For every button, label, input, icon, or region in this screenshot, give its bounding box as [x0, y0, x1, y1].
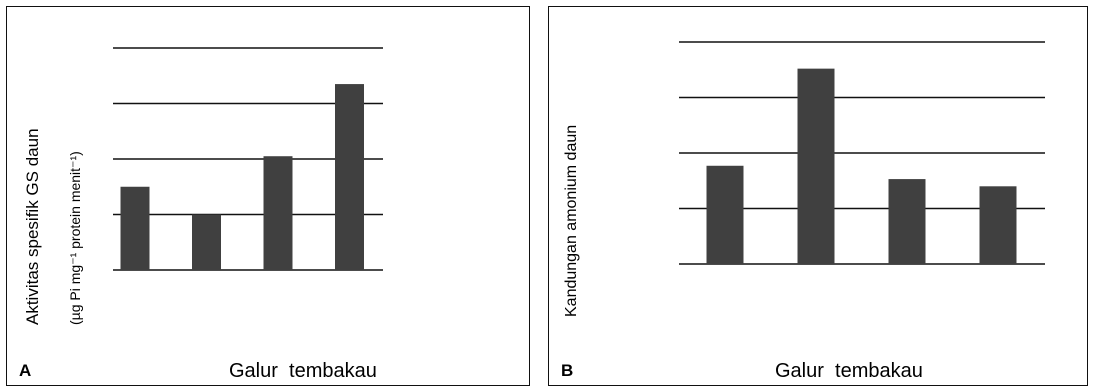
chart-a-ylabel: Aktivitas spesifik GS daun [23, 128, 42, 325]
chart-a-ylabel-units: (µg Pi mg⁻¹ protein menit⁻¹) [67, 151, 83, 325]
panel-letter-b: B [561, 361, 574, 380]
chart-a-xlabel: Galur tembakau [229, 360, 377, 382]
chart-a-bar-2 [192, 214, 221, 270]
chart-b-ylabel: Kandungan amonium daun [563, 124, 580, 317]
chart-b-xlabel: Galur tembakau [775, 360, 923, 382]
chart-a-bar-1 [120, 186, 150, 270]
chart-b-plot [679, 41, 1045, 265]
chart-b-bar-4 [979, 186, 1017, 264]
chart-panel-a: Aktivitas spesifik GS daun (µg Pi mg⁻¹ p… [6, 6, 530, 386]
chart-a-bar-3 [263, 156, 293, 270]
chart-b-bar-2 [797, 68, 835, 264]
chart-a-bar-4 [335, 84, 364, 270]
chart-b-bar-1 [706, 165, 744, 264]
panel-letter-a: A [19, 361, 32, 380]
chart-a-plot [113, 47, 383, 271]
chart-panel-b: Kandungan amonium daun B Galur tembakau [548, 6, 1088, 386]
chart-b-bar-3 [888, 179, 926, 264]
